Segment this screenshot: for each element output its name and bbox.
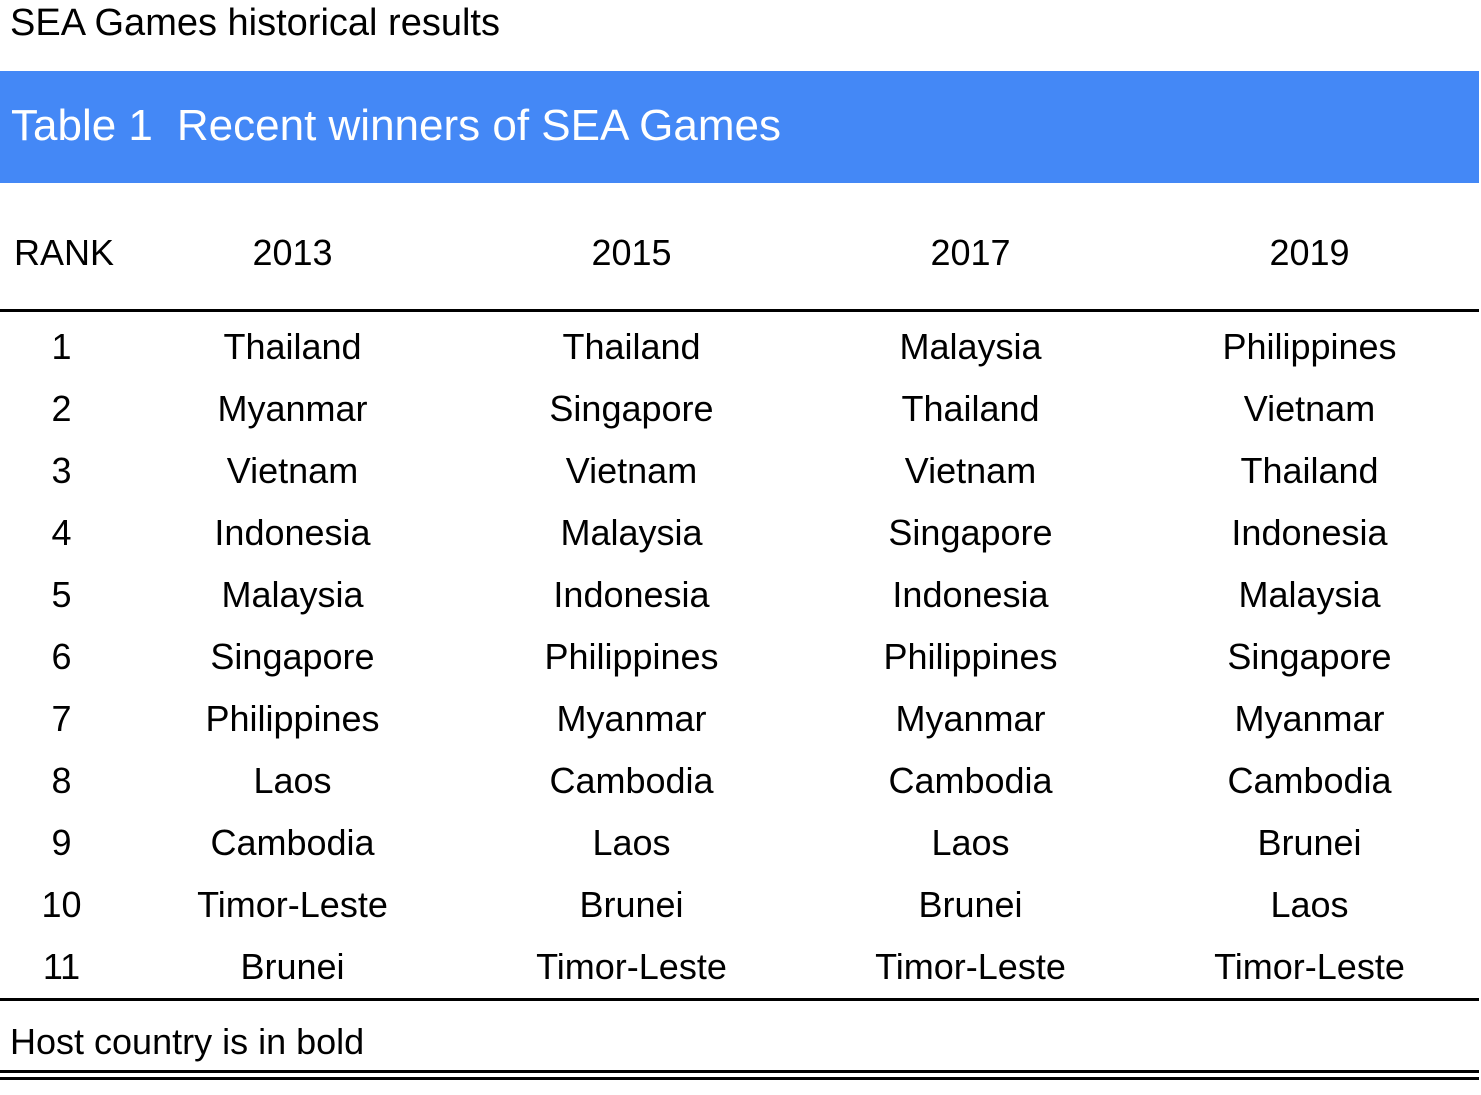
table-row: 8 Laos Cambodia Cambodia Cambodia xyxy=(0,750,1479,812)
country-cell: Timor-Leste xyxy=(801,936,1140,1001)
country-cell: Vietnam xyxy=(904,450,1037,491)
country-cell: Myanmar xyxy=(1234,698,1385,739)
country-cell: Indonesia xyxy=(892,574,1049,615)
country-cell: Malaysia xyxy=(1238,574,1381,615)
country-cell: Brunei xyxy=(1257,822,1362,863)
country-cell: Laos xyxy=(1270,884,1349,925)
header-year-2017: 2017 xyxy=(801,196,1140,312)
country-cell: Laos xyxy=(253,760,332,801)
country-cell: Philippines xyxy=(544,636,719,677)
country-cell: Cambodia xyxy=(1227,760,1392,801)
country-cell: Cambodia xyxy=(210,822,375,863)
table-row: 3 Vietnam Vietnam Vietnam Thailand xyxy=(0,440,1479,502)
table-row: 2 Myanmar Singapore Thailand Vietnam xyxy=(0,378,1479,440)
table-caption: Table 1 Recent winners of SEA Games xyxy=(11,101,781,151)
country-cell: Singapore xyxy=(549,388,714,429)
table-row: 7 Philippines Myanmar Myanmar Myanmar xyxy=(0,688,1479,750)
results-table: RANK 2013 2015 2017 2019 1 Thailand Thaila… xyxy=(0,196,1479,1001)
country-cell: Philippines xyxy=(883,636,1058,677)
header-year-2015: 2015 xyxy=(462,196,801,312)
country-cell: Thailand xyxy=(562,326,701,367)
country-cell: Indonesia xyxy=(1231,512,1388,553)
country-cell: Malaysia xyxy=(899,326,1042,367)
table-row: 5 Malaysia Indonesia Indonesia Malaysia xyxy=(0,564,1479,626)
table-body: 1 Thailand Thailand Malaysia Philippines 2 Mya… xyxy=(0,311,1479,1001)
rank-cell: 8 xyxy=(51,760,72,801)
country-cell: Philippines xyxy=(1222,326,1397,367)
rank-cell: 4 xyxy=(51,512,72,553)
country-cell: Myanmar xyxy=(895,698,1046,739)
country-cell: Vietnam xyxy=(1243,388,1376,429)
country-cell: Indonesia xyxy=(553,574,710,615)
header-year-2019: 2019 xyxy=(1140,196,1479,312)
country-cell: Laos xyxy=(592,822,671,863)
country-cell: Thailand xyxy=(223,326,362,367)
country-cell: Timor-Leste xyxy=(462,936,801,1001)
rank-cell: 11 xyxy=(0,936,123,1001)
country-cell: Brunei xyxy=(918,884,1023,925)
table-bottom-rule xyxy=(0,1070,1479,1073)
rank-cell: 9 xyxy=(51,822,72,863)
table-footnote: Host country is in bold xyxy=(10,1021,365,1062)
country-cell: Vietnam xyxy=(226,450,359,491)
country-cell: Cambodia xyxy=(888,760,1053,801)
country-cell: Philippines xyxy=(205,698,380,739)
country-cell: Malaysia xyxy=(221,574,364,615)
country-cell: Thailand xyxy=(1240,450,1379,491)
country-cell: Indonesia xyxy=(214,512,371,553)
rank-cell: 5 xyxy=(51,574,72,615)
table-row: 6 Singapore Philippines Philippines Singapor… xyxy=(0,626,1479,688)
country-cell: Timor-Leste xyxy=(197,884,388,925)
country-cell: Malaysia xyxy=(560,512,703,553)
country-cell: Myanmar xyxy=(556,698,707,739)
rank-cell: 2 xyxy=(51,388,72,429)
table-row: 4 Indonesia Malaysia Singapore Indonesia xyxy=(0,502,1479,564)
rank-cell: 7 xyxy=(51,698,72,739)
country-cell: Singapore xyxy=(888,512,1053,553)
country-cell: Brunei xyxy=(123,936,462,1001)
rank-cell: 3 xyxy=(51,450,72,491)
rank-cell: 1 xyxy=(51,326,72,367)
country-cell: Timor-Leste xyxy=(1140,936,1479,1001)
country-cell: Brunei xyxy=(579,884,684,925)
rank-cell: 6 xyxy=(51,636,72,677)
country-cell: Cambodia xyxy=(549,760,714,801)
table-caption-bar xyxy=(0,71,1479,183)
table-caption-number: Table 1 xyxy=(11,101,153,150)
country-cell: Myanmar xyxy=(217,388,368,429)
header-year-2013: 2013 xyxy=(123,196,462,312)
country-cell: Singapore xyxy=(1227,636,1392,677)
country-cell: Singapore xyxy=(210,636,375,677)
rank-cell: 10 xyxy=(41,884,82,925)
table-row: 1 Thailand Thailand Malaysia Philippines xyxy=(0,311,1479,379)
table-row: 11 Brunei Timor-Leste Timor-Leste Timor-Lest… xyxy=(0,936,1479,1001)
table-bottom-rule-second xyxy=(0,1077,1479,1080)
country-cell: Vietnam xyxy=(565,450,698,491)
header-rank: RANK xyxy=(0,196,123,312)
table-caption-text: Recent winners of SEA Games xyxy=(176,101,781,150)
table-row: 10 Timor-Leste Brunei Brunei Laos xyxy=(0,874,1479,936)
country-cell: Laos xyxy=(931,822,1010,863)
document-title: SEA Games historical results xyxy=(10,2,500,44)
country-cell: Thailand xyxy=(901,388,1040,429)
table-header-row: RANK 2013 2015 2017 2019 xyxy=(0,196,1479,312)
table-row: 9 Cambodia Laos Laos Brunei xyxy=(0,812,1479,874)
